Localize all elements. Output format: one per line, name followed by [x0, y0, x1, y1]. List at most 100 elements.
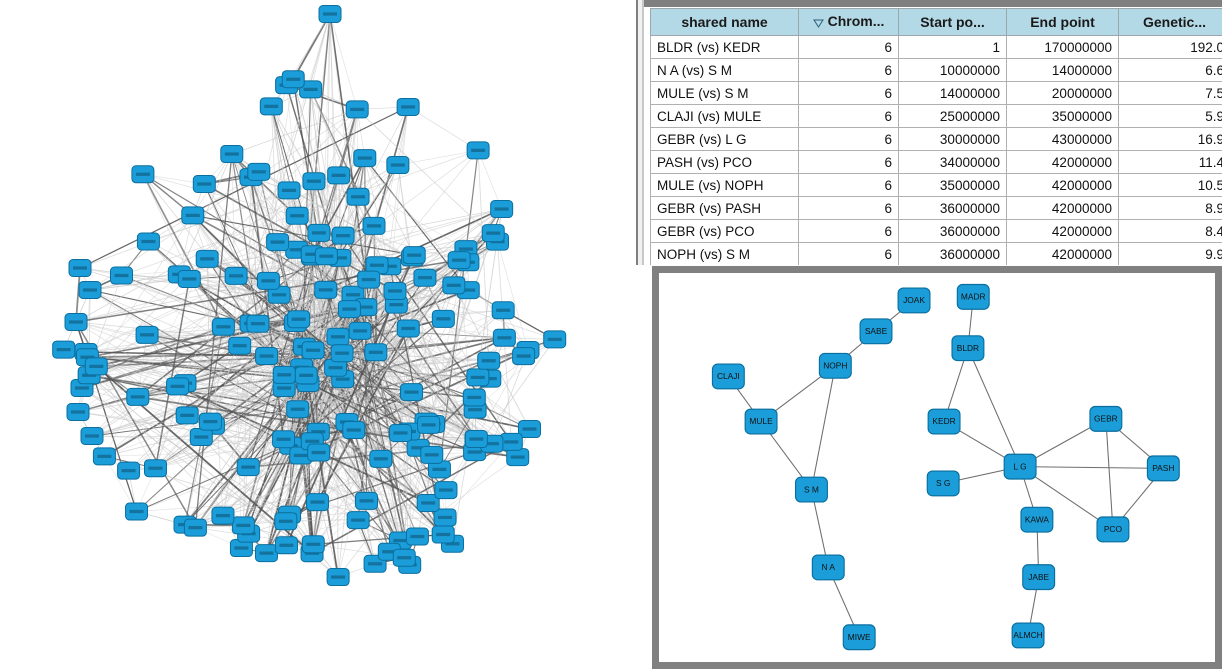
sub-network-node: N A: [811, 554, 845, 581]
main-network-node: [364, 343, 388, 362]
main-network-node: [136, 232, 160, 251]
main-network-node: [466, 141, 490, 160]
results-table-panel[interactable]: shared name Chrom... Start po... End point G…: [636, 0, 1222, 265]
sub-network-node: KAWA: [1020, 506, 1054, 533]
main-network-edge: [338, 175, 467, 250]
main-network-node-label: [289, 248, 304, 252]
table-header-genetic[interactable]: Genetic...: [1118, 8, 1222, 36]
main-network-node-label: [358, 305, 373, 309]
table-header-start_point[interactable]: Start po...: [898, 8, 1007, 36]
main-network-edge: [285, 352, 377, 522]
table-cell-shared_name: NOPH (vs) S M: [650, 242, 799, 265]
main-network-node: [231, 516, 255, 535]
main-network-node: [195, 249, 219, 268]
table-row[interactable]: BLDR (vs) KEDR 6 1 170000000 192.0: [650, 35, 1222, 59]
table-header-row[interactable]: shared name Chrom... Start po... End point G…: [650, 8, 1222, 36]
main-network-nodes: [52, 5, 567, 587]
main-network-edge: [89, 241, 498, 291]
main-network-node-label: [185, 213, 200, 217]
table-cell-chromosome: 6: [798, 35, 899, 59]
table-row[interactable]: PASH (vs) PCO 6 34000000 42000000 11.4: [650, 150, 1222, 174]
main-network-node-label: [290, 407, 305, 411]
table-cell-start_point: 34000000: [898, 150, 1007, 174]
main-network-edge: [248, 257, 341, 534]
main-network-edge: [81, 387, 313, 554]
table-cell-shared_name: BLDR (vs) KEDR: [650, 35, 799, 59]
table-header-label: End point: [1030, 14, 1095, 30]
main-network-node-label: [80, 355, 95, 359]
main-network-node-label: [335, 377, 350, 381]
table-row[interactable]: MULE (vs) NOPH 6 35000000 42000000 10.5: [650, 173, 1222, 197]
table-row[interactable]: GEBR (vs) L G 6 30000000 43000000 16.9: [650, 127, 1222, 151]
sub-network-graph[interactable]: JOAK MADR SABE BLDR NOPH CLAJI KEDR GEBR MULE L G…: [652, 266, 1222, 669]
main-network-node-label: [85, 434, 99, 438]
main-network-node: [211, 506, 235, 525]
main-network-node-label: [331, 575, 346, 579]
main-network-node-label: [129, 509, 144, 514]
main-network-node: [402, 246, 426, 265]
table-cell-shared_name: PASH (vs) PCO: [650, 150, 799, 174]
sub-network-node: SABE: [859, 318, 893, 345]
table-header-end_point[interactable]: End point: [1006, 8, 1119, 36]
main-network-edge: [397, 164, 447, 491]
table-header-shared_name[interactable]: shared name: [650, 8, 799, 36]
main-network-edge: [295, 13, 331, 324]
table-scroll-area[interactable]: shared name Chrom... Start po... End point G…: [650, 8, 1222, 265]
main-network-node-label: [328, 366, 343, 370]
main-network-edge: [194, 153, 233, 528]
sub-network-node: S M: [794, 476, 828, 503]
main-network-node-label: [496, 308, 511, 312]
main-network-graph[interactable]: [0, 0, 650, 669]
main-network-node-label: [390, 163, 405, 167]
main-network-edge: [142, 174, 314, 545]
main-network-node-label: [504, 440, 519, 444]
main-network-edge: [250, 177, 259, 324]
main-network-edge: [248, 421, 348, 534]
main-network-node-label: [89, 364, 104, 368]
sub-network-canvas: JOAK MADR SABE BLDR NOPH CLAJI KEDR GEBR MULE L G…: [711, 283, 1180, 651]
table-body[interactable]: BLDR (vs) KEDR 6 1 170000000 192.0 N A (vs) S…: [650, 35, 1222, 265]
main-network-node-label: [130, 395, 145, 399]
table-cell-end_point: 42000000: [1006, 173, 1119, 197]
main-network-node-label: [387, 289, 402, 293]
main-network-node: [434, 481, 458, 500]
sub-network-nodes: JOAK MADR SABE BLDR NOPH CLAJI KEDR GEBR MULE L G…: [711, 283, 1180, 651]
main-network-node-label: [481, 359, 496, 363]
sub-network-node-label: MULE: [749, 416, 773, 426]
main-network-edge: [96, 366, 156, 469]
main-network-edge: [342, 378, 401, 434]
main-network-node: [307, 223, 331, 242]
main-network-node: [506, 448, 530, 467]
table-cell-start_point: 10000000: [898, 58, 1007, 82]
table-cell-start_point: 36000000: [898, 196, 1007, 220]
main-network-edge: [329, 13, 358, 110]
table-header-chromosome[interactable]: Chrom...: [798, 8, 899, 36]
main-network-node-label: [332, 256, 347, 260]
main-network-node: [281, 70, 305, 89]
table-cell-end_point: 42000000: [1006, 219, 1119, 243]
main-network-node-label: [224, 152, 239, 156]
main-network-node-label: [361, 277, 376, 282]
main-network-edge: [445, 339, 556, 491]
main-network-edge: [433, 289, 469, 425]
table-cell-start_point: 14000000: [898, 81, 1007, 105]
main-network-edge: [292, 79, 341, 259]
main-network-edge: [375, 106, 409, 353]
main-network-edge: [397, 106, 409, 166]
main-network-node: [131, 165, 155, 184]
main-network-node: [229, 539, 253, 558]
main-network-node-label: [170, 384, 185, 388]
main-network-node: [255, 347, 279, 366]
main-network-node-label: [236, 523, 251, 528]
main-network-node-label: [421, 423, 436, 427]
main-network-node-label: [203, 419, 218, 424]
main-network-node: [346, 187, 370, 206]
main-network-node-label: [393, 538, 408, 543]
main-network-node-label: [438, 488, 453, 492]
